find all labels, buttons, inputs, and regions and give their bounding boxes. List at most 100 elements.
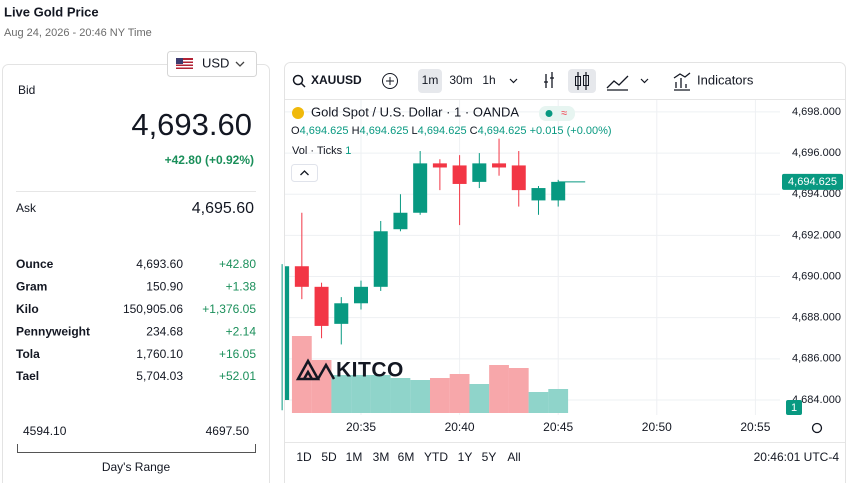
kitco-logo [316,362,336,380]
y-tick-label: 4,688.000 [792,312,841,324]
low-label: L [412,125,418,137]
compare-button[interactable] [382,73,398,89]
open-value: 4,694.625 [300,125,349,137]
open-label: O [291,125,300,137]
ohlc-legend: O4,694.625 H4,694.625 L4,694.625 C4,694.… [291,125,612,137]
y-tick-label: 4,698.000 [792,106,841,118]
symbol[interactable]: XAUUSD [311,73,362,87]
candle-body [285,266,290,400]
volume-bar [489,365,509,413]
range-low: 4594.10 [23,424,67,438]
unit-change: +16.05 [219,347,256,361]
candle-body [354,286,368,304]
close-value: 4,694.625 [478,125,527,137]
bid-price: 4,693.60 [131,107,252,142]
candle-icon [575,76,581,86]
collapse-button[interactable] [291,164,318,182]
interval[interactable]: 1h [482,73,495,87]
flag-stripe [176,60,193,62]
unit-price: 150,905.06 [123,302,183,316]
range-button[interactable]: 1M [346,450,363,464]
candle-body [492,163,507,168]
volume-legend: Vol · Ticks 1 [292,145,351,157]
volume-bar [311,360,332,413]
candle-body [531,188,546,201]
x-tick-label: 20:50 [642,420,672,434]
kitco-logo [295,358,321,381]
candle-body [432,163,447,168]
volume-bar [390,378,411,413]
candle-type-active[interactable] [568,69,596,93]
chevron[interactable] [640,78,649,84]
range-bar [17,444,256,453]
volume-bar [410,380,431,413]
y-tick-label: 4,684.000 [792,394,841,406]
area-icon[interactable] [606,75,629,91]
range-button[interactable]: 5D [321,450,337,464]
flag-stripe [176,63,193,65]
range-button[interactable]: 6M [398,450,415,464]
ask-label: Ask [16,201,37,215]
ask-price: 4,695.60 [192,200,254,217]
volume-last-box [786,400,802,415]
range-button[interactable]: 5Y [482,450,497,464]
currency-label[interactable]: USD [202,55,229,70]
y-tick-label: 4,692.000 [792,229,841,241]
flag-stripe [176,66,193,68]
bar-type-icon[interactable] [544,72,554,88]
volume-last-label: 1 [791,402,797,414]
settings-icon[interactable] [811,422,823,434]
status-approx: ≈ [561,107,567,119]
unit-name: Pennyweight [16,324,90,338]
candle-body [334,303,349,324]
indicators-icon[interactable] [673,72,691,91]
last-price-box [782,173,843,190]
intervals: 1m 30m 1h [422,73,496,87]
range-button[interactable]: 1Y [458,450,473,464]
chevron [235,61,245,67]
interval[interactable]: 30m [449,73,472,87]
volume-bar [370,375,391,413]
unit-name: Kilo [16,302,39,316]
interval[interactable]: 1m [422,73,439,87]
candle-icon [583,75,589,86]
range-button[interactable]: YTD [424,450,448,464]
range-button[interactable]: 3M [373,450,390,464]
unit-change: +52.01 [219,369,256,383]
unit-price: 4,693.60 [136,257,183,271]
candle-body [472,163,487,182]
timestamp: Aug 24, 2026 - 20:46 NY Time [4,27,152,39]
unit-price: 234.68 [146,324,183,338]
candle-body [452,165,467,184]
plus [386,77,394,85]
range-button[interactable]: All [507,450,520,464]
interval-active[interactable] [418,69,442,93]
interval-chevron[interactable] [509,78,518,84]
search-icon[interactable] [292,74,304,86]
y-tick-label: 4,694.000 [792,188,841,200]
range-button[interactable]: 1D [296,450,312,464]
clock: 20:46:01 UTC-4 [754,450,840,464]
currency-box[interactable] [167,51,257,77]
legend-change: +0.015 (+0.00%) [530,125,612,137]
candle-body [314,286,329,326]
x-tick-label: 20:55 [740,420,770,434]
indicators-button[interactable]: Indicators [697,72,754,87]
unit-name: Ounce [16,257,54,271]
currency-select[interactable]: USD [167,51,257,77]
candle-body [373,231,388,287]
unit-change: +2.14 [226,324,257,338]
collapse-chevron [300,170,309,176]
series-title: Gold Spot / U.S. Dollar · 1 · OANDA [311,104,519,119]
volume-bar [469,384,490,413]
unit-price: 150.90 [146,280,183,294]
x-tick-label: 20:45 [543,420,573,434]
x-tick-label: 20:40 [445,420,475,434]
volume-bar [351,375,371,413]
volume-last: 1 [345,145,351,157]
unit-price: 1,760.10 [136,347,183,361]
range-label: Day's Range [102,460,171,474]
high-value: 4,694.625 [360,125,409,137]
high-label: H [352,125,360,137]
